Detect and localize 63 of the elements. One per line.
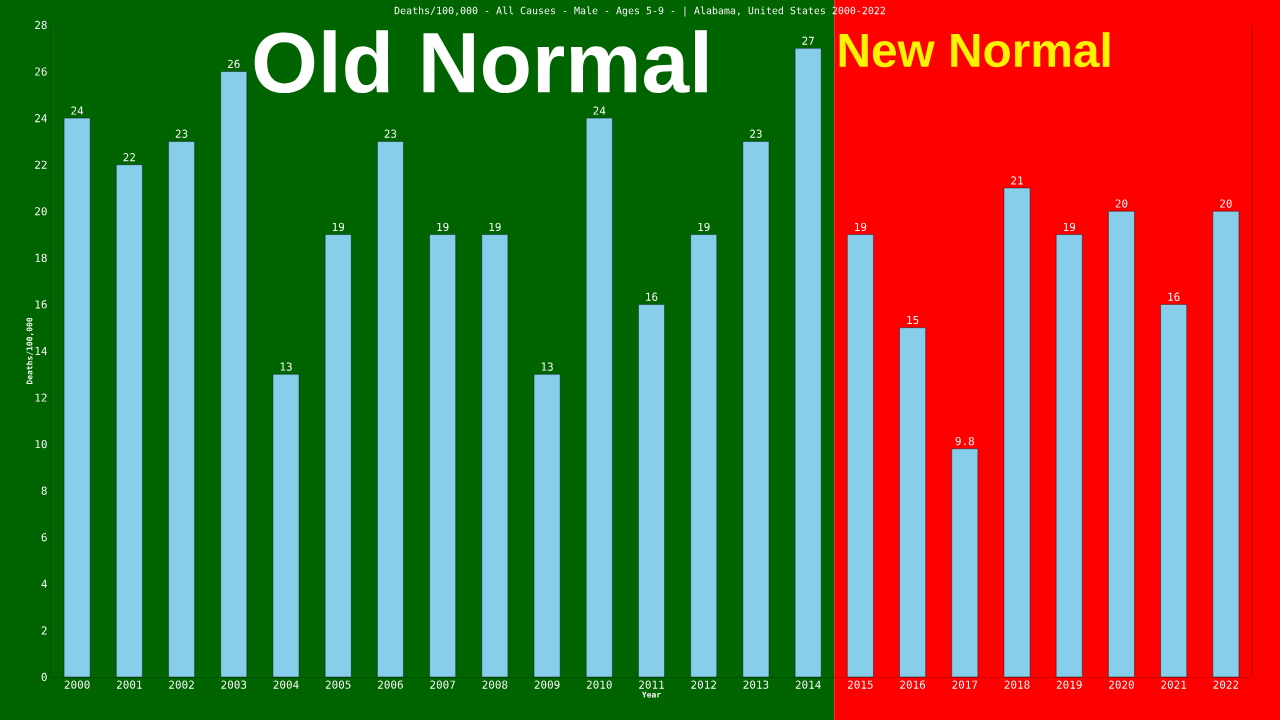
data-label: 16 [1168, 292, 1180, 301]
x-tick-label: 2009 [534, 680, 560, 689]
x-tick-label: 2001 [116, 680, 142, 689]
data-label: 20 [1115, 199, 1128, 208]
x-tick-label: 2022 [1213, 680, 1239, 689]
y-tick-label: 28 [35, 20, 47, 30]
x-tick-label: 2007 [430, 680, 455, 689]
band-label: Old Normal [254, 30, 707, 94]
x-tick-label: 2013 [743, 680, 769, 689]
data-label: 13 [541, 362, 553, 371]
x-tick-label: 2018 [1004, 680, 1030, 689]
data-label: 23 [750, 129, 762, 138]
data-label: 23 [384, 129, 397, 138]
data-label: 20 [1220, 199, 1232, 208]
data-label: 16 [646, 292, 658, 301]
y-tick-label: 0 [41, 672, 47, 682]
y-tick-label: 2 [41, 626, 47, 635]
data-label: 22 [123, 153, 135, 162]
y-tick-label: 10 [35, 439, 47, 449]
y-tick-label: 20 [35, 207, 47, 216]
x-tick-label: 2019 [1056, 680, 1082, 689]
data-label: 26 [227, 59, 240, 69]
data-label: 19 [855, 222, 867, 232]
y-tick-label: 18 [35, 253, 47, 262]
x-tick-label: 2016 [900, 680, 926, 689]
y-tick-label: 12 [35, 393, 47, 402]
data-label: 21 [1011, 176, 1023, 185]
y-tick-label: 4 [41, 579, 47, 588]
data-label: 19 [698, 222, 710, 232]
x-tick-label: 2021 [1161, 680, 1187, 689]
y-tick-label: 16 [35, 300, 47, 309]
x-tick-label: 2014 [795, 680, 821, 689]
data-label: 24 [71, 106, 84, 115]
data-label: 24 [593, 106, 606, 115]
x-tick-label: 2005 [325, 680, 351, 689]
y-tick-label: 6 [41, 533, 47, 542]
y-tick-label: 22 [35, 160, 47, 169]
data-label: 13 [280, 362, 292, 371]
x-tick-label: 2000 [64, 680, 90, 689]
data-label: 19 [1063, 222, 1076, 232]
data-label: 15 [907, 316, 919, 325]
data-label: 23 [175, 129, 188, 138]
x-tick-label: 2015 [847, 680, 873, 689]
x-tick-label: 2010 [586, 680, 612, 689]
data-label: 19 [332, 222, 345, 232]
y-tick-label: 26 [35, 67, 47, 76]
x-tick-label: 2020 [1109, 680, 1134, 689]
x-tick-label: 2011 [639, 680, 664, 689]
y-tick-label: 14 [35, 346, 47, 355]
y-tick-label: 24 [35, 114, 47, 123]
data-label: 27 [802, 36, 814, 45]
x-tick-label: 2012 [691, 680, 716, 689]
data-label: 19 [437, 222, 449, 232]
x-tick-label: 2002 [169, 680, 194, 689]
y-tick-label: 8 [41, 486, 47, 495]
x-tick-label: 2017 [952, 680, 978, 689]
band-label: New Normal [839, 32, 1110, 68]
data-label: 19 [489, 222, 501, 232]
x-tick-label: 2006 [378, 680, 403, 689]
x-tick-label: 2008 [482, 680, 508, 689]
x-tick-label: 2004 [273, 680, 299, 689]
x-tick-label: 2003 [221, 680, 247, 689]
data-label: 9.8 [955, 436, 974, 446]
